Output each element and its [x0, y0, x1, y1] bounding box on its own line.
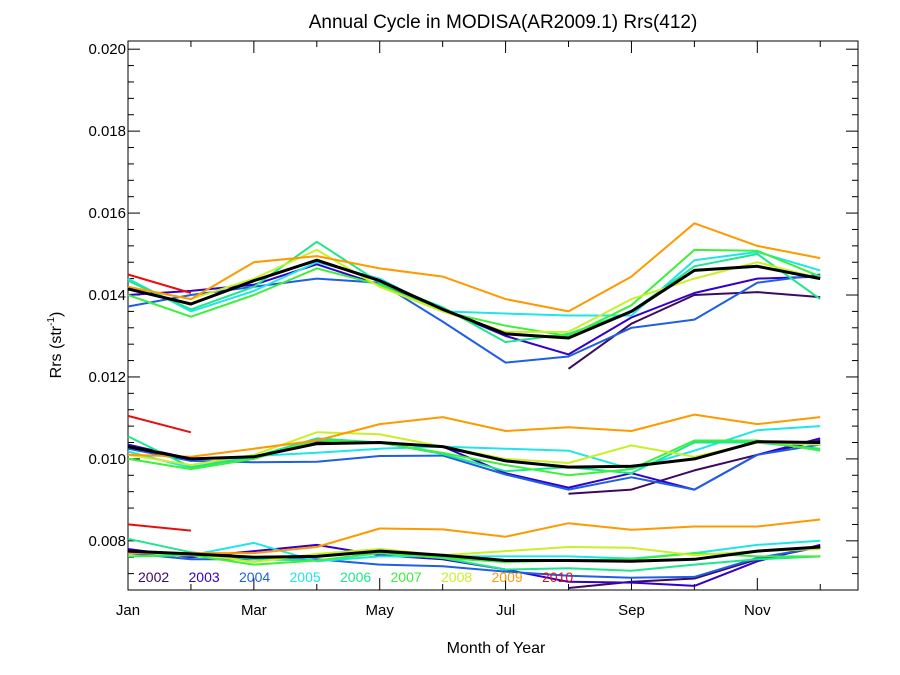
y-axis-label-suffix: )	[48, 312, 65, 317]
y-axis-label-superscript: -1	[46, 317, 57, 326]
mean-line-band-2	[127, 440, 821, 469]
series-line-2010-band-2	[127, 414, 192, 434]
legend-item-2009: 2009	[492, 569, 523, 585]
y-axis: 0.008 0.010 0.012 0.014 0.016 0.018 0.020	[88, 41, 858, 575]
x-tick-label: Jan	[116, 602, 140, 619]
y-tick-label: 0.016	[88, 205, 126, 222]
series-line-2002-band-1	[567, 291, 821, 370]
x-axis-label: Month of Year	[447, 640, 546, 657]
y-tick-label: 0.018	[88, 123, 126, 140]
y-tick-label: 0.014	[88, 287, 126, 304]
series-line-2007-band-2	[127, 439, 821, 477]
x-tick-label: Mar	[241, 602, 267, 619]
y-tick-label: 0.010	[88, 451, 126, 468]
series-line-2010-band-1	[127, 273, 192, 294]
series-line-2009-band-3	[128, 518, 821, 555]
series-line-2004-band-2	[127, 443, 821, 491]
x-axis: Jan Mar May Jul Sep Nov	[116, 41, 821, 619]
series-line-2004-band-1	[127, 273, 821, 364]
y-axis-label-main: Rrs (str	[48, 325, 65, 378]
series-line-2005-band-1	[127, 251, 821, 317]
mean-lines	[127, 258, 821, 563]
legend-item-2002: 2002	[138, 569, 169, 585]
plot-border	[127, 40, 859, 591]
legend-item-2008: 2008	[441, 569, 472, 585]
x-tick-label: Nov	[744, 602, 771, 619]
chart-title: Annual Cycle in MODISA(AR2009.1) Rrs(412…	[309, 12, 698, 33]
x-tick-label: Sep	[618, 602, 645, 619]
y-tick-label: 0.020	[88, 41, 126, 58]
y-tick-label: 0.012	[88, 369, 126, 386]
mean-line-band-3	[127, 545, 821, 563]
series-line-2008-band-3	[128, 546, 821, 564]
mean-line-band-1	[127, 258, 821, 340]
plot-frame	[127, 40, 859, 591]
legend-item-2005: 2005	[290, 569, 321, 585]
legend: 2002 2003 2004 2005 2006 2007 2008 2009 2010	[138, 569, 573, 585]
legend-item-2004: 2004	[239, 569, 270, 585]
x-tick-label: Jul	[496, 602, 515, 619]
legend-item-2003: 2003	[189, 569, 220, 585]
series-line-2009-band-2	[127, 413, 821, 458]
y-axis-label: Rrs (str-1)	[46, 312, 65, 379]
series-line-2007-band-1	[127, 248, 821, 337]
y-tick-label: 0.008	[88, 533, 126, 550]
x-tick-label: May	[366, 602, 395, 619]
series-lines	[127, 222, 821, 589]
legend-item-2007: 2007	[391, 569, 422, 585]
series-line-2006-band-1	[127, 240, 821, 344]
series-line-2010-band-3	[127, 523, 191, 532]
series-line-2009-band-1	[127, 222, 821, 313]
legend-item-2010: 2010	[542, 569, 573, 585]
legend-item-2006: 2006	[340, 569, 371, 585]
series-line-2004-band-3	[127, 546, 821, 579]
